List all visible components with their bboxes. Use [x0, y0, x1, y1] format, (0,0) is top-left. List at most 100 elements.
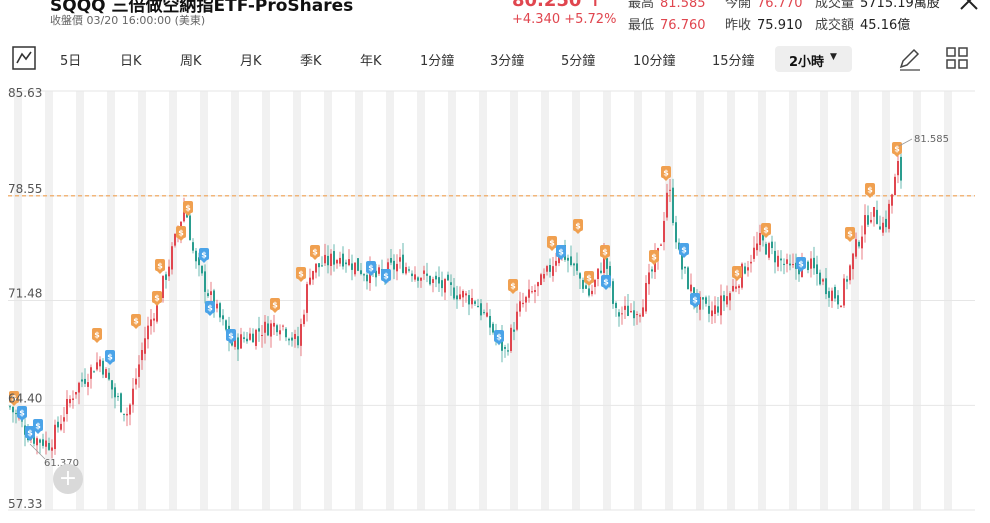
candle-body [543, 273, 545, 279]
trade-marker-pointer [692, 305, 698, 308]
tab-5min[interactable]: 5分鐘 [561, 54, 596, 69]
candle-body [291, 337, 293, 341]
candle-body [411, 273, 413, 277]
candle-body [255, 329, 257, 346]
price-chart[interactable]: $ $ $ $ $ $ $ $ $ $ $ $ $ $ $ $ $ $ $ $ $ $ $ $ $ $ $ $ $ $ $ $ $ $ $ $ $ 85… [0, 82, 990, 519]
trade-marker: $ [508, 279, 518, 294]
candle-body [333, 251, 335, 265]
trade-marker-glyph: $ [133, 317, 139, 326]
close-icon[interactable] [958, 0, 980, 14]
trade-marker-badge [732, 266, 742, 278]
candle-body [792, 264, 794, 266]
trade-marker-pointer [383, 281, 389, 284]
trade-marker-pointer [575, 231, 581, 234]
close-time: 收盤價 03/20 16:00:00 (美東) [50, 14, 206, 27]
trade-marker-glyph: $ [19, 409, 25, 418]
trade-marker-badge [9, 391, 19, 403]
candle-body [189, 215, 191, 241]
grid-layout-icon[interactable] [945, 46, 969, 70]
candle-body [510, 327, 512, 351]
trade-marker-badge [649, 250, 659, 262]
tab-week-k[interactable]: 周K [180, 54, 202, 69]
candle-body [336, 260, 338, 264]
trade-marker-badge [310, 245, 320, 257]
trade-marker-pointer [312, 257, 318, 260]
candle-body [813, 257, 815, 269]
candle-body [450, 282, 452, 285]
trade-marker-badge [366, 261, 376, 273]
candle-body [444, 279, 446, 293]
candle-body [396, 263, 398, 272]
trade-marker: $ [845, 227, 855, 242]
candle-body [201, 265, 203, 274]
candle-body [225, 320, 227, 330]
candle-body [711, 310, 713, 317]
interval-dropdown-2h[interactable]: 2小時 ▼ [775, 46, 852, 72]
candle-body [342, 253, 344, 267]
stat-low: 最低 76.760 [628, 18, 706, 33]
candle-body [213, 290, 215, 310]
tab-month-k[interactable]: 月K [240, 54, 262, 69]
y-axis-label: 57.33 [8, 497, 42, 511]
candle-body [393, 260, 395, 270]
trade-marker-glyph: $ [154, 294, 160, 303]
candle-body [483, 312, 485, 314]
tab-quarter-k[interactable]: 季K [300, 54, 322, 69]
trade-marker-pointer [549, 248, 555, 251]
candle-body [663, 220, 665, 243]
candle-body [546, 266, 548, 272]
candle-body [117, 396, 119, 398]
trade-marker-pointer [867, 195, 873, 198]
trade-marker-badge [796, 257, 806, 269]
candle-body [309, 277, 311, 285]
candle-body [738, 285, 740, 288]
trade-marker-glyph: $ [847, 230, 853, 239]
candlestick-chart[interactable]: $ $ $ $ $ $ $ $ $ $ $ $ $ $ $ $ $ $ $ $ $ $ $ $ $ $ $ $ $ $ $ $ $ $ $ $ $ 85… [0, 82, 990, 519]
tab-1min[interactable]: 1分鐘 [420, 54, 455, 69]
draw-pen-icon[interactable] [896, 46, 922, 72]
candle-body [900, 156, 902, 181]
candle-body [774, 250, 776, 263]
trade-marker: $ [679, 243, 689, 258]
trade-marker-pointer [228, 341, 234, 344]
trade-marker: $ [199, 248, 209, 263]
tab-10min[interactable]: 10分鐘 [633, 54, 676, 69]
tab-day-k[interactable]: 日K [120, 54, 142, 69]
trade-marker: $ [865, 183, 875, 198]
chart-type-icon[interactable] [12, 46, 36, 70]
candle-body [252, 333, 254, 343]
candle-body [702, 297, 704, 300]
trade-marker-glyph: $ [207, 304, 213, 313]
trade-marker-glyph: $ [894, 145, 900, 154]
trade-marker-badge [600, 245, 610, 257]
candle-body [507, 350, 509, 352]
trade-marker-badge [226, 329, 236, 341]
candle-body [330, 253, 332, 266]
tab-15min[interactable]: 15分鐘 [712, 54, 755, 69]
trade-marker: $ [226, 329, 236, 344]
trade-marker-glyph: $ [549, 239, 555, 248]
candle-body [129, 404, 131, 415]
candle-body [438, 277, 440, 284]
trade-marker: $ [92, 328, 102, 343]
candle-body [885, 218, 887, 228]
trade-marker: $ [25, 426, 35, 441]
candle-body [570, 256, 572, 266]
candle-body [555, 260, 557, 266]
stock-title[interactable]: SQQQ 三倍做空納指ETF-ProShares [50, 0, 354, 16]
trade-marker-badge [508, 279, 518, 291]
candle-body [15, 413, 17, 415]
tab-3min[interactable]: 3分鐘 [490, 54, 525, 69]
tab-5d[interactable]: 5日 [60, 54, 82, 69]
tab-year-k[interactable]: 年K [360, 54, 382, 69]
zoom-in-button[interactable]: + [53, 464, 83, 494]
candle-body [867, 215, 869, 225]
trade-marker-glyph: $ [107, 353, 113, 362]
trade-marker-glyph: $ [157, 262, 163, 271]
trade-marker-badge [892, 142, 902, 154]
candle-body [420, 277, 422, 281]
candle-body [351, 263, 353, 270]
candle-body [120, 393, 122, 413]
trade-marker-glyph: $ [27, 429, 33, 438]
candle-body [462, 290, 464, 298]
